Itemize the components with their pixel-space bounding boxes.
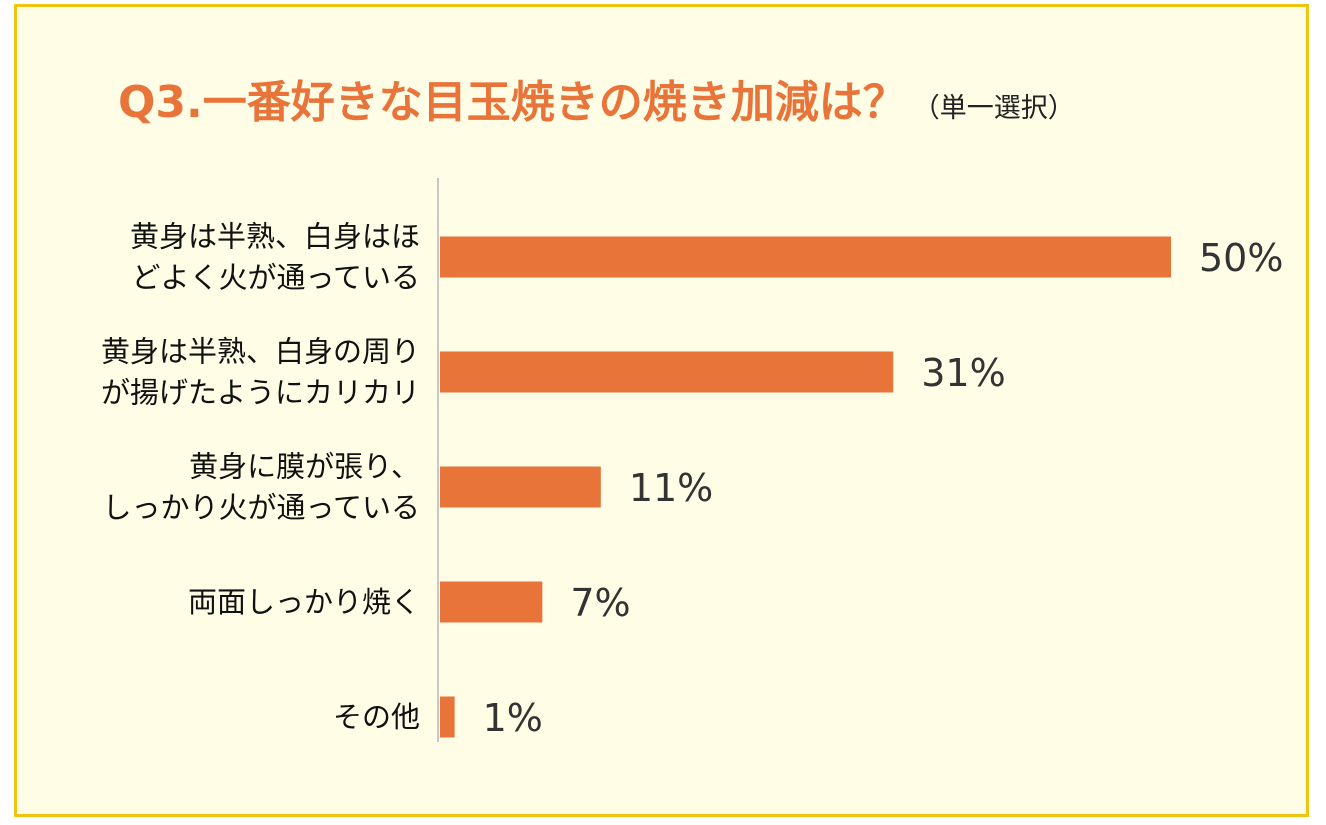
value-label-1: 31% [921,351,1005,395]
category-label-0-line-1: どよく火が通っている [131,261,420,295]
category-label-0-line-0: 黄身は半熟、白身はほ [130,220,420,254]
chart-title: Q3.一番好きな目玉焼きの焼き加減は？ （単一選択） [118,66,1075,130]
value-label-4: 1% [483,696,543,740]
value-label-0: 50% [1199,236,1283,280]
value-label-2: 11% [629,466,713,510]
bar-3 [440,581,543,623]
chart-frame [14,4,1309,817]
category-label-3-line-0: 両面しっかり焼く [188,585,420,619]
bar-1 [440,351,894,393]
bar-2 [440,466,601,508]
category-label-1-line-1: が揚げたようにカリカリ [101,376,420,410]
category-label-2-line-0: 黄身に膜が張り、 [189,450,420,484]
title-main: Q3.一番好きな目玉焼きの焼き加減は？ [118,77,907,128]
category-label-4-line-0: その他 [333,700,420,734]
title-sub: （単一選択） [912,93,1075,124]
bar-4 [440,696,455,738]
category-label-1-line-0: 黄身は半熟、白身の周り [101,335,420,369]
value-label-3: 7% [570,581,630,625]
bar-0 [440,236,1171,278]
category-label-2-line-1: しっかり火が通っている [102,491,420,525]
